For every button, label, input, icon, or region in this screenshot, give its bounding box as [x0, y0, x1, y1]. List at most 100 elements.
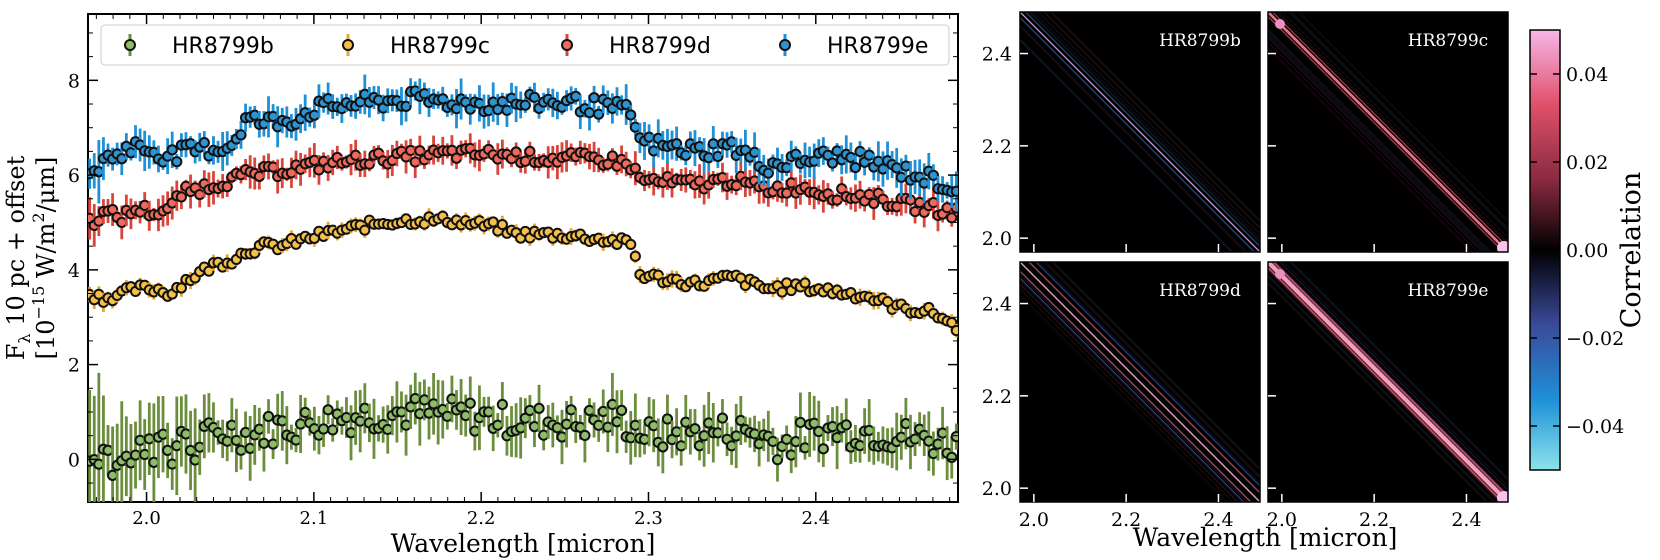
matrix-noise: [1298, 12, 1508, 222]
data-point: [593, 108, 605, 120]
correlation-panel-HR8799b: HR8799b: [1019, 11, 1261, 253]
matrix-noise: [1050, 12, 1260, 222]
x-tick-label: 2.2: [467, 508, 496, 529]
matrix-noise: [1268, 41, 1479, 252]
matrix-frame: [1019, 261, 1261, 503]
data-point: [221, 181, 233, 193]
correlation-y-tick-label: 2.0: [982, 228, 1012, 250]
x-axis-label: Wavelength [micron]: [391, 529, 656, 558]
matrix-noise: [1268, 36, 1483, 252]
correlation-band: [1020, 16, 1255, 252]
correlation-x-tick-label: 2.2: [1359, 509, 1389, 531]
colorbar-tick-label: 0.04: [1566, 64, 1608, 86]
correlation-y-tick-label: 2.2: [982, 136, 1012, 158]
data-point: [524, 145, 536, 157]
data-point: [317, 423, 330, 435]
data-point: [950, 324, 958, 337]
matrix-noise: [1020, 283, 1238, 502]
data-point: [689, 423, 701, 435]
matrix-noise: [1045, 262, 1260, 477]
y-tick-label: 0: [68, 449, 80, 471]
matrix-noise: [1020, 288, 1234, 502]
data-point: [175, 191, 187, 203]
y-tick-label: 4: [68, 260, 80, 282]
colorbar-label: Correlation: [1616, 172, 1647, 329]
correlation-x-tick-label: 2.2: [1111, 509, 1141, 531]
data-point: [946, 316, 958, 329]
matrix-noise: [1276, 12, 1508, 244]
y-axis-label-f: F: [2, 344, 30, 361]
colorbar-ticks: 0.04 0.02 0.00 −0.02 −0.04: [1530, 64, 1624, 438]
data-point: [716, 412, 729, 424]
matrix-noise: [1268, 33, 1487, 252]
correlation-x-tick-label: 2.4: [1451, 509, 1481, 531]
correlation-band: [1272, 262, 1508, 498]
colorbar-tick-label: −0.02: [1566, 328, 1624, 350]
data-point: [166, 144, 178, 156]
y-tick-label: 2: [68, 355, 80, 377]
matrix-noise: [1271, 262, 1508, 499]
y-axis-unit-open: [10: [32, 320, 60, 360]
y-axis-unit-mid: W/m: [32, 222, 60, 285]
data-point: [946, 451, 958, 463]
matrix-noise: [1038, 262, 1260, 485]
data-point: [950, 431, 958, 443]
data-point: [671, 138, 683, 150]
matrix-noise: [1051, 12, 1260, 222]
correlation-y-tick-label: 2.4: [982, 44, 1012, 66]
data-point: [171, 156, 183, 168]
data-point: [826, 157, 839, 169]
correlation-band: [1272, 12, 1508, 249]
data-point: [400, 100, 412, 112]
correlation-band: [1020, 270, 1252, 502]
data-point: [629, 162, 641, 174]
data-point: [464, 397, 476, 409]
matrix-noise: [1289, 262, 1508, 481]
correlation-corner-blob: [1275, 19, 1285, 29]
correlation-panels: HR8799b HR8799c HR8799d HR8799e: [1019, 11, 1509, 503]
matrix-noise: [1268, 269, 1501, 502]
legend-items: HR8799b HR8799c HR8799d HR8799e: [124, 34, 928, 59]
panel-title: HR8799c: [1408, 31, 1488, 51]
data-point: [496, 398, 508, 411]
matrix-noise: [1020, 24, 1247, 252]
matrix-noise: [1028, 12, 1260, 244]
series-HR8799c: [88, 208, 958, 338]
correlation-ticks: 2.0 2.2 2.4 2.0 2.2 2.4 2.0 2.2 2.4 2.0 2.2 2.4: [982, 44, 1482, 531]
data-point: [235, 129, 247, 141]
data-point: [496, 218, 508, 231]
y-tick-label: 6: [68, 165, 80, 187]
data-point: [776, 286, 788, 298]
data-point: [565, 404, 577, 416]
data-point: [175, 282, 187, 294]
matrix-noise: [1268, 28, 1492, 252]
matrix-noise: [1283, 262, 1508, 487]
correlation-band: [1020, 277, 1245, 502]
data-point: [657, 441, 669, 453]
correlation-band: [1025, 12, 1260, 248]
matrix-noise: [1020, 274, 1248, 502]
data-point: [510, 146, 522, 158]
matrix-noise: [1282, 12, 1508, 238]
data-point: [528, 91, 541, 103]
correlation-band: [1268, 15, 1504, 252]
matrix-noise: [1051, 262, 1260, 471]
data-point: [712, 150, 724, 163]
svg-text:Fλ 10 pc + offset: Fλ 10 pc + offset: [2, 155, 34, 360]
matrix-noise: [1291, 262, 1508, 479]
x-tick-label: 2.3: [634, 508, 663, 529]
data-point: [840, 419, 852, 431]
matrix-noise: [1275, 262, 1508, 495]
correlation-band: [1268, 266, 1504, 502]
matrix-noise: [1027, 262, 1260, 495]
matrix-noise: [1020, 283, 1239, 502]
matrix-noise: [1038, 12, 1260, 235]
matrix-noise: [1020, 26, 1246, 252]
data-point: [519, 99, 531, 111]
y-tick-label: 8: [68, 70, 80, 92]
matrix-noise: [1043, 262, 1260, 479]
legend-marker: [779, 39, 791, 51]
matrix-noise: [1020, 39, 1232, 252]
data-point: [322, 404, 334, 416]
series-HR8799b: [88, 372, 958, 502]
